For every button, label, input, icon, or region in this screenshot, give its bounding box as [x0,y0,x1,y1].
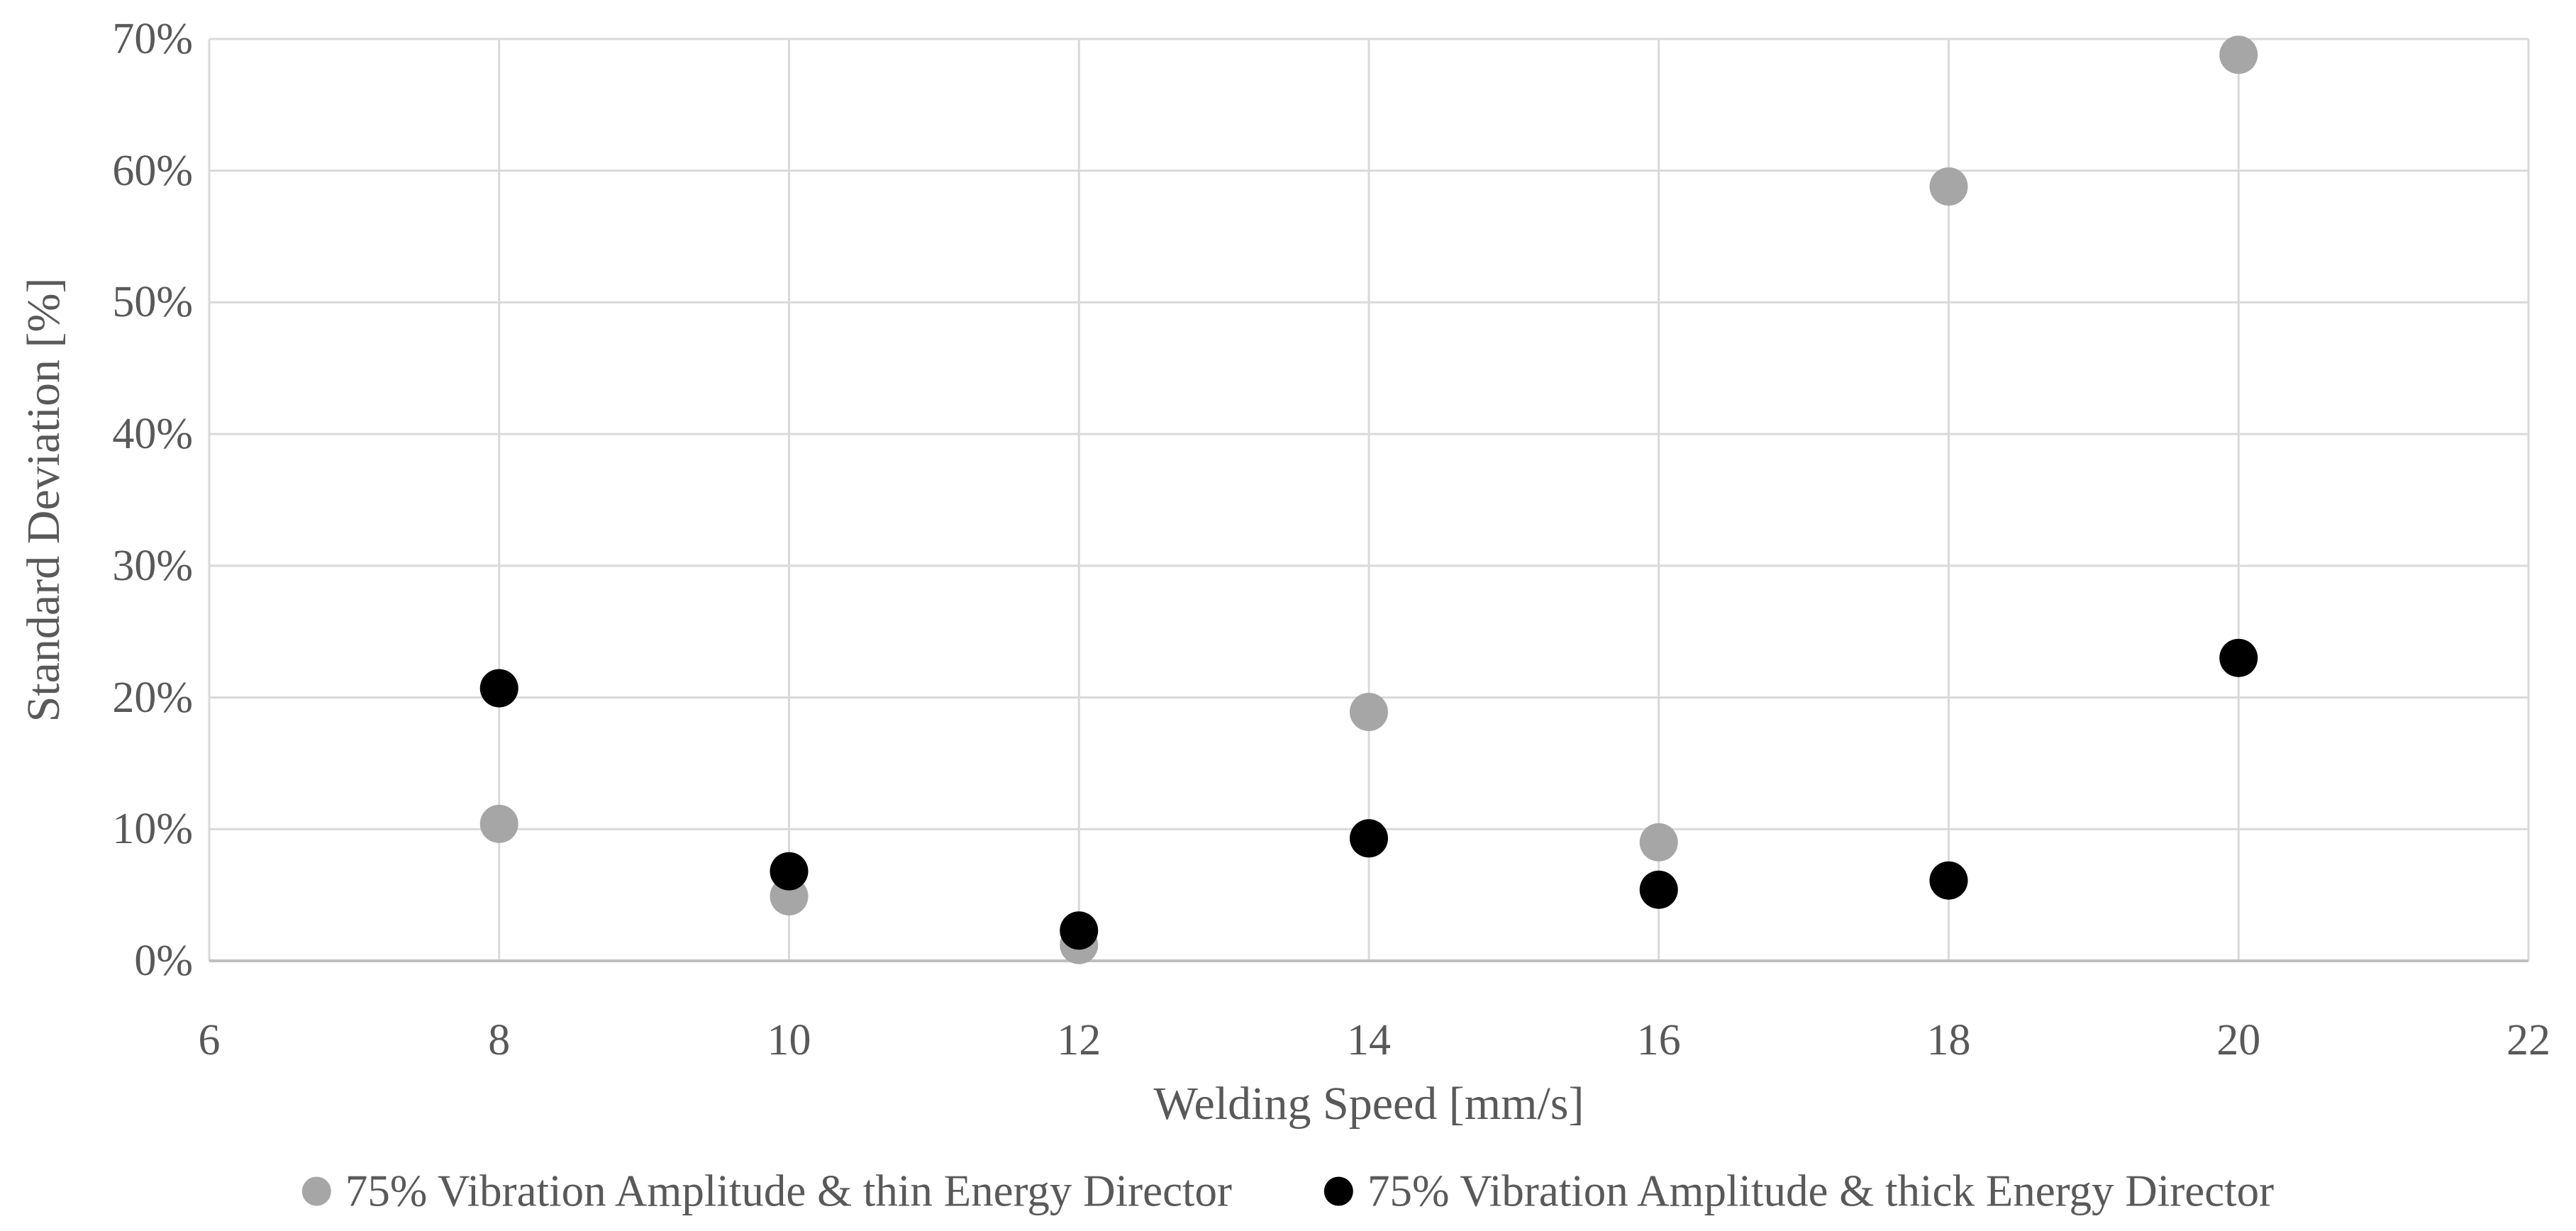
data-point-series0-x16 [1639,823,1678,862]
legend-label-thick: 75% Vibration Amplitude & thick Energy D… [1367,1166,2275,1216]
x-tick-label-18: 18 [1926,1016,1971,1064]
legend-item-thin: 75% Vibration Amplitude & thin Energy Di… [301,1166,1233,1216]
x-tick-label-22: 22 [2506,1016,2550,1064]
x-tick-label-16: 16 [1636,1016,1681,1064]
y-tick-label-20pct: 20% [112,673,193,722]
data-point-series0-x20 [2219,35,2258,74]
y-tick-label-40pct: 40% [112,410,193,459]
y-axis-title: Standard Deviation [%] [18,277,70,723]
x-tick-label-8: 8 [488,1016,511,1064]
data-point-series0-x8 [479,804,518,843]
x-axis-title: Welding Speed [mm/s] [1153,1078,1584,1130]
y-tick-label-10pct: 10% [112,805,193,854]
x-tick-label-20: 20 [2216,1016,2261,1064]
data-point-series1-x8 [479,669,518,708]
y-tick-label-50pct: 50% [112,278,193,327]
legend-marker-thin-circle-icon [301,1176,331,1206]
legend-label-thin: 75% Vibration Amplitude & thin Energy Di… [345,1166,1233,1216]
data-point-series1-x14 [1350,819,1388,858]
data-point-series0-x18 [1929,167,1968,206]
x-tick-label-6: 6 [198,1016,221,1064]
x-tick-label-14: 14 [1347,1016,1391,1064]
data-point-series1-x10 [770,852,809,891]
legend-marker-thick-circle-icon [1324,1176,1354,1206]
y-tick-label-30pct: 30% [112,541,193,590]
y-tick-label-70pct: 70% [112,15,193,63]
data-point-series1-x18 [1929,861,1968,900]
y-tick-label-0pct: 0% [134,937,193,985]
x-tick-label-12: 12 [1057,1016,1101,1064]
data-point-series1-x16 [1639,870,1678,909]
legend: 75% Vibration Amplitude & thin Energy Di… [301,1166,2274,1216]
data-point-series1-x12 [1060,911,1099,950]
x-tick-label-10: 10 [767,1016,811,1064]
data-point-series0-x14 [1350,693,1388,731]
legend-item-thick: 75% Vibration Amplitude & thick Energy D… [1324,1169,2274,1214]
data-point-series1-x20 [2219,638,2258,677]
y-tick-label-60pct: 60% [112,146,193,195]
